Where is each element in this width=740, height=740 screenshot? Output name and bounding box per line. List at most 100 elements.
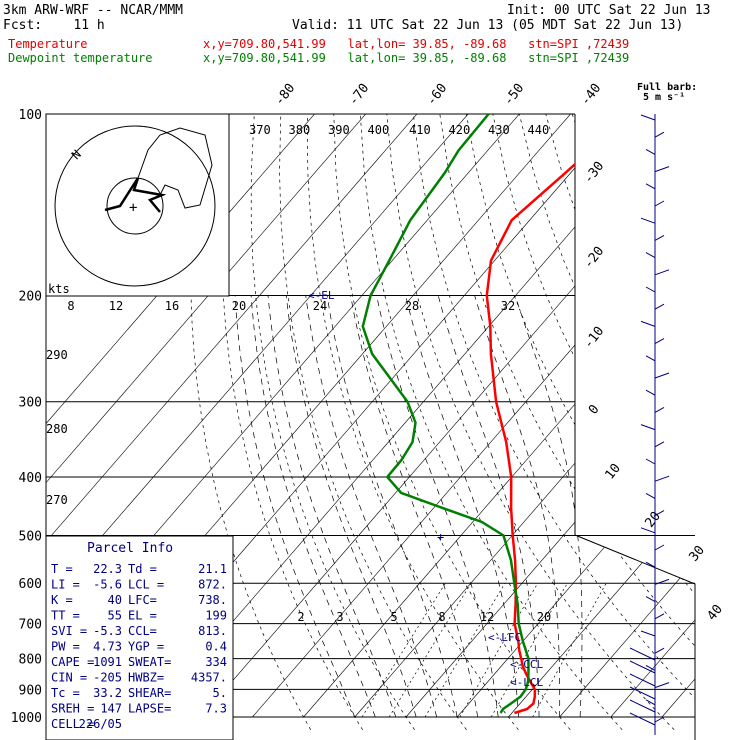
hodograph-units: kts [48, 282, 70, 296]
isotherm-label: 30 [687, 543, 708, 565]
isotherm [661, 114, 695, 718]
pressure-label-1000: 1000 [11, 711, 42, 726]
wind-barb [640, 320, 656, 327]
hodograph-upper-trace [137, 127, 213, 209]
wind-barb [654, 441, 665, 448]
moist-adiabat [514, 295, 583, 718]
dry-adiabat [492, 114, 695, 731]
theta-label: 290 [46, 348, 68, 362]
theta-label: 280 [46, 422, 68, 436]
wind-barb [645, 183, 656, 190]
parcel-row-value: 4357. [191, 671, 227, 685]
dry-adiabat [306, 114, 519, 731]
mixing-ratio-label: 8 [438, 610, 445, 624]
moist-adiabat [234, 295, 356, 718]
hodograph-origin-mark: + [129, 200, 137, 216]
wind-barb [645, 458, 656, 465]
pressure-label-400: 400 [19, 471, 42, 486]
isotherm-label: -20 [581, 244, 607, 272]
wind-barb [645, 699, 656, 706]
wind-barb [645, 148, 656, 155]
parcel-row-label: LFC= [128, 593, 157, 607]
moist-adiabat [405, 295, 519, 718]
mixing-ratio-label: 5 [390, 610, 397, 624]
wind-barb [654, 338, 665, 345]
parcel-row-value: 33.2 [93, 686, 122, 700]
isotherm [46, 114, 469, 718]
moist-adiabat [305, 295, 438, 718]
dry-adiabat [412, 114, 695, 731]
wind-barb [654, 475, 670, 482]
isotherm [46, 114, 418, 718]
parcel-row-label: SVI = [51, 624, 87, 638]
wind-barb [654, 613, 665, 620]
hodograph-ring-label: 16 [165, 299, 179, 313]
isotherm-label: -40 [578, 81, 604, 109]
theta-e-label: 420 [449, 123, 471, 137]
dewpoint-legend-info: x,y=709.80,541.99 lat,lon= 39.85, -89.68… [203, 51, 630, 65]
hodograph-box [45, 113, 230, 297]
wind-barb [645, 286, 656, 293]
mixing-ratio-line [361, 583, 446, 718]
dry-adiabat [279, 114, 467, 731]
theta-e-label: 390 [328, 123, 350, 137]
wind-barb [645, 596, 656, 603]
isotherm [200, 114, 695, 718]
parcel-row-value: 1091 [93, 655, 122, 669]
temperature-curve [485, 114, 637, 715]
isotherm-label: -50 [501, 81, 527, 109]
mixing-ratio-line [459, 583, 539, 718]
parcel-info-title: Parcel Info [87, 541, 173, 556]
dewpoint-legend-label: Dewpoint temperature [8, 51, 153, 65]
parcel-row-value: 21.1 [198, 562, 227, 576]
theta-e-label: 370 [249, 123, 271, 137]
isotherm [456, 114, 695, 718]
wind-barb [645, 664, 656, 671]
isotherm [303, 114, 695, 718]
parcel-row-label: CELL = [51, 717, 94, 731]
parcel-row-label: LCL = [128, 578, 164, 592]
wind-barb [640, 527, 656, 534]
wind-barb [629, 712, 656, 726]
dry-adiabat [333, 114, 571, 731]
moist-adiabat [250, 295, 376, 718]
hodograph-ring-label: 28 [405, 299, 419, 313]
wind-barb [654, 578, 670, 585]
barb-key-line2: 5 m s⁻¹ [643, 92, 686, 103]
pressure-label-500: 500 [19, 529, 42, 544]
parcel-row-value: 55 [108, 609, 122, 623]
theta-e-label: 380 [289, 123, 311, 137]
hodograph-ring-label: 8 [67, 299, 74, 313]
isotherm-label: 10 [603, 461, 624, 483]
isotherm [46, 114, 366, 718]
moist-adiabat [285, 295, 417, 718]
parcel-row-value: 7.3 [205, 702, 227, 716]
isotherm [610, 114, 695, 718]
hodograph-ring-inner [106, 177, 164, 235]
temperature-legend-label: Temperature [8, 37, 88, 51]
isotherm [252, 114, 695, 718]
wind-barb [645, 389, 656, 396]
hodograph-ring-label: 24 [313, 299, 327, 313]
wind-barb [629, 647, 656, 661]
parcel-row-value: 226/05 [79, 717, 122, 731]
dry-adiabat [221, 114, 363, 730]
isotherm-label: 0 [586, 402, 603, 417]
theta-e-label: 440 [528, 123, 550, 137]
parcel-row-label: CCL= [128, 624, 157, 638]
wind-barb [654, 200, 665, 207]
mixing-ratio-line [388, 583, 472, 718]
hodograph-ring [54, 125, 216, 287]
right-frame [574, 114, 696, 740]
parcel-row-label: LI = [51, 578, 80, 592]
parcel-info-box [45, 535, 234, 740]
wind-barb [654, 510, 665, 517]
parcel-row-label: SREH = [51, 702, 94, 716]
pressure-label-800: 800 [19, 653, 42, 668]
parcel-row-label: YGP = [128, 640, 164, 654]
wind-barb [654, 647, 665, 654]
hodograph-ring-label: 32 [501, 299, 515, 313]
init-time: Init: 00 UTC Sat 22 Jun 13 [507, 3, 711, 18]
wind-barb [654, 406, 665, 413]
wind-barb [654, 682, 670, 689]
